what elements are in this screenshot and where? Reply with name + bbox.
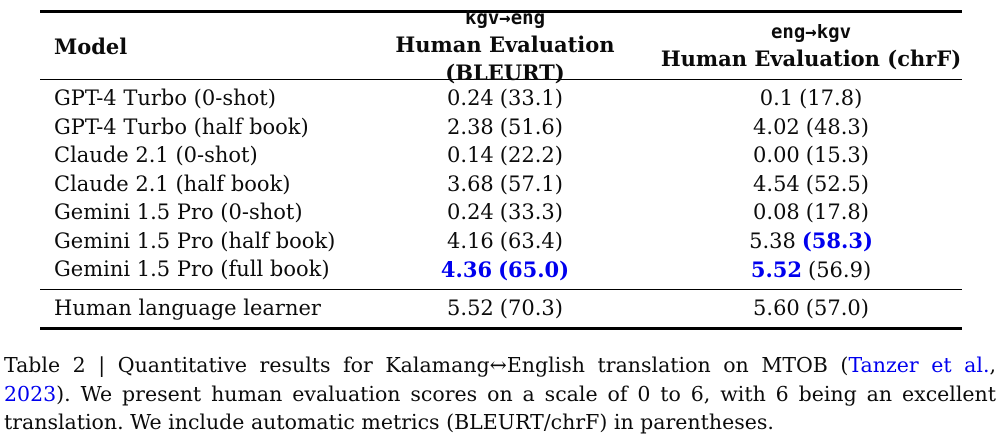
automatic-metric-value: (22.2) [499,143,563,168]
table-row: Claude 2.1 (half book) 3.68 (57.1) 4.54 (52.… [40,170,962,199]
eng-kgv-score-cell: 5.38 (58.3) [660,228,962,253]
kgv-eng-score-cell: 4.36 (65.0) [350,257,660,282]
caption-text-prefix: Table 2 | Quantitative results for Kalam… [4,353,849,377]
model-name: GPT-4 Turbo (half book) [54,114,309,139]
human-eval-score: 2.38 [447,114,494,139]
kgv-eng-score-cell: 0.14 (22.2) [350,143,660,167]
model-name: Claude 2.1 (half book) [54,171,291,196]
human-eval-score: 5.52 [447,295,494,320]
citation-link-tanzer[interactable]: Tanzer et al. [848,353,990,377]
automatic-metric-value: (17.8) [799,86,863,111]
automatic-metric-value: (70.3) [499,295,563,320]
automatic-metric-value: (33.1) [499,86,563,111]
human-eval-score: 0.24 [447,86,494,111]
automatic-metric-value: (65.0) [498,256,570,282]
human-eval-score: 0.24 [447,200,494,225]
table-footer: Human language learner 5.52 (70.3) 5.60 (57.… [40,290,962,328]
automatic-metric-value: (52.5) [805,171,869,196]
table-header-row: Model kgv→eng Human Evaluation (BLEURT) … [40,7,962,85]
model-name: Claude 2.1 (0-shot) [54,143,258,168]
human-eval-score: 4.54 [753,171,800,196]
header-model: Model [54,33,128,59]
table-bottom-rule [40,327,962,330]
human-eval-score: 5.52 [750,256,802,282]
model-name: GPT-4 Turbo (0-shot) [54,86,276,111]
model-name: Gemini 1.5 Pro (half book) [54,228,336,253]
human-eval-score: 0.08 [753,200,800,225]
table-body: GPT-4 Turbo (0-shot) 0.24 (33.1) 0.1 (17.8) G… [40,80,962,289]
table-header-rule [40,79,962,80]
automatic-metric-value: (56.9) [808,257,872,282]
header-kgv-eng: kgv→eng Human Evaluation (BLEURT) [350,5,660,87]
table-row: Gemini 1.5 Pro (full book) 4.36 (65.0) 5.52… [40,255,962,284]
automatic-metric-value: (51.6) [499,114,563,139]
header-eng-kgv-direction: eng→kgv [770,21,852,43]
table-row: Gemini 1.5 Pro (half book) 4.16 (63.4) 5.38… [40,227,962,256]
automatic-metric-value: (57.0) [805,295,869,320]
human-eval-score: 4.16 [447,228,494,253]
eng-kgv-score-cell: 4.02 (48.3) [660,115,962,139]
model-name: Gemini 1.5 Pro (0-shot) [54,200,303,225]
automatic-metric-value: (15.3) [805,143,869,168]
kgv-eng-score-cell: 0.24 (33.1) [350,86,660,110]
kgv-eng-score-cell: 5.52 (70.3) [350,296,660,320]
kgv-eng-score-cell: 0.24 (33.3) [350,200,660,224]
table-row: Human language learner 5.52 (70.3) 5.60 (57.… [40,294,962,323]
human-eval-score: 5.38 [749,229,796,254]
kgv-eng-score-cell: 4.16 (63.4) [350,229,660,253]
human-eval-score: 4.02 [753,114,800,139]
eng-kgv-score-cell: 5.52 (56.9) [660,257,962,282]
automatic-metric-value: (48.3) [805,114,869,139]
human-eval-score: 5.60 [753,295,800,320]
results-table: Model kgv→eng Human Evaluation (BLEURT) … [40,7,962,330]
automatic-metric-value: (63.4) [499,228,563,253]
model-name: Human language learner [54,295,321,320]
table-top-rule [40,10,962,13]
table-row: GPT-4 Turbo (half book) 2.38 (51.6) 4.02 (48… [40,113,962,142]
caption-text-mid: , [989,353,997,377]
table-footer-rule [40,288,962,290]
header-eng-kgv-metric: Human Evaluation (chrF) [660,46,962,71]
header-kgv-eng-direction: kgv→eng [464,7,546,29]
header-eng-kgv: eng→kgv Human Evaluation (chrF) [660,19,962,73]
eng-kgv-score-cell: 0.00 (15.3) [660,143,962,167]
caption-text-suffix: ). We present human evaluation scores on… [4,381,996,435]
eng-kgv-score-cell: 0.1 (17.8) [660,86,962,110]
automatic-metric-value: (17.8) [805,200,869,225]
human-eval-score: 0.14 [447,143,494,168]
table-caption: Table 2 | Quantitative results for Kalam… [4,351,996,437]
model-name: Gemini 1.5 Pro (full book) [54,257,330,282]
automatic-metric-value: (58.3) [801,228,873,254]
eng-kgv-score-cell: 5.60 (57.0) [660,296,962,320]
citation-link-year[interactable]: 2023 [4,381,57,406]
human-eval-score: 0.1 [759,86,794,111]
human-eval-score: 4.36 [440,256,493,282]
table-row: Gemini 1.5 Pro (0-shot) 0.24 (33.3) 0.08 (17… [40,198,962,227]
table-row: GPT-4 Turbo (0-shot) 0.24 (33.1) 0.1 (17.8) [40,84,962,113]
eng-kgv-score-cell: 4.54 (52.5) [660,172,962,196]
automatic-metric-value: (57.1) [499,171,563,196]
human-eval-score: 0.00 [753,143,800,168]
eng-kgv-score-cell: 0.08 (17.8) [660,200,962,224]
table-row: Claude 2.1 (0-shot) 0.14 (22.2) 0.00 (15.3) [40,141,962,170]
kgv-eng-score-cell: 3.68 (57.1) [350,172,660,196]
automatic-metric-value: (33.3) [499,200,563,225]
kgv-eng-score-cell: 2.38 (51.6) [350,115,660,139]
header-kgv-eng-metric: Human Evaluation (BLEURT) [395,32,615,85]
human-eval-score: 3.68 [447,171,494,196]
